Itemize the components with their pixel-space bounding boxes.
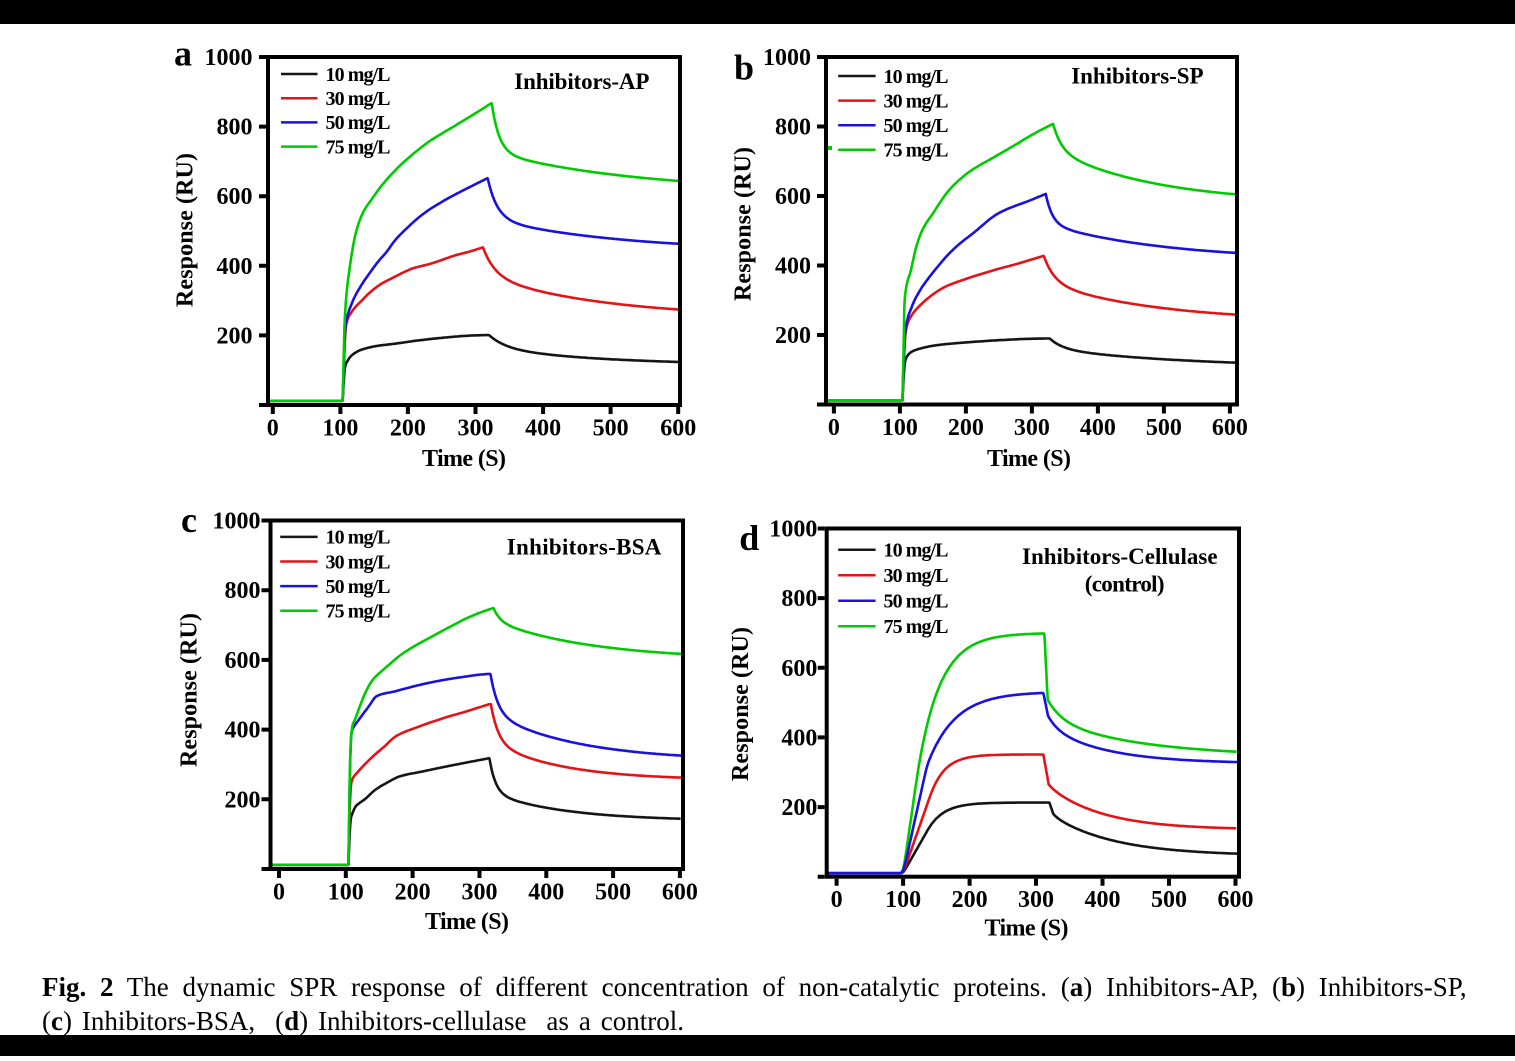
svg-text:800: 800 xyxy=(217,115,253,141)
svg-text:0: 0 xyxy=(828,415,840,441)
svg-text:800: 800 xyxy=(775,115,811,141)
svg-text:Inhibitors-SP: Inhibitors-SP xyxy=(1071,64,1203,89)
svg-text:0: 0 xyxy=(267,416,279,442)
svg-text:400: 400 xyxy=(775,254,811,280)
svg-text:b: b xyxy=(734,48,754,88)
svg-text:300: 300 xyxy=(458,416,494,442)
svg-text:30 mg/L: 30 mg/L xyxy=(326,88,391,110)
svg-text:10 mg/L: 10 mg/L xyxy=(884,66,949,88)
svg-text:75 mg/L: 75 mg/L xyxy=(326,136,391,158)
svg-text:800: 800 xyxy=(781,586,817,612)
svg-text:200: 200 xyxy=(948,415,984,441)
svg-text:10 mg/L: 10 mg/L xyxy=(326,64,391,86)
svg-text:d: d xyxy=(739,518,759,558)
svg-text:1000: 1000 xyxy=(213,509,261,535)
svg-text:200: 200 xyxy=(775,323,811,349)
svg-text:0: 0 xyxy=(273,880,285,906)
svg-text:Inhibitors-Cellulase: Inhibitors-Cellulase xyxy=(1022,544,1218,569)
svg-text:50 mg/L: 50 mg/L xyxy=(884,591,949,613)
svg-text:30 mg/L: 30 mg/L xyxy=(326,551,391,573)
svg-text:400: 400 xyxy=(1085,887,1121,913)
svg-text:200: 200 xyxy=(395,880,431,906)
svg-text:200: 200 xyxy=(390,416,426,442)
svg-text:400: 400 xyxy=(225,718,261,744)
svg-text:Response (RU): Response (RU) xyxy=(177,613,203,767)
svg-text:300: 300 xyxy=(1014,415,1050,441)
svg-text:400: 400 xyxy=(781,725,817,751)
svg-text:600: 600 xyxy=(225,648,261,674)
svg-text:400: 400 xyxy=(528,880,564,906)
svg-text:Response (RU): Response (RU) xyxy=(728,627,754,781)
svg-text:a: a xyxy=(174,33,192,73)
svg-text:400: 400 xyxy=(217,254,253,280)
svg-text:100: 100 xyxy=(328,880,364,906)
svg-text:Time (S): Time (S) xyxy=(987,446,1071,472)
svg-text:50 mg/L: 50 mg/L xyxy=(326,576,391,598)
svg-text:600: 600 xyxy=(1212,415,1248,441)
svg-text:Time (S): Time (S) xyxy=(422,446,506,472)
svg-text:400: 400 xyxy=(525,416,561,442)
svg-text:100: 100 xyxy=(885,887,921,913)
svg-text:1000: 1000 xyxy=(205,45,253,71)
svg-text:0: 0 xyxy=(831,887,843,913)
svg-text:500: 500 xyxy=(595,880,631,906)
svg-text:10 mg/L: 10 mg/L xyxy=(884,540,949,562)
svg-text:Time (S): Time (S) xyxy=(985,916,1069,942)
svg-text:(control): (control) xyxy=(1085,572,1165,597)
svg-text:75 mg/L: 75 mg/L xyxy=(884,616,949,638)
svg-text:30 mg/L: 30 mg/L xyxy=(884,90,949,112)
svg-text:200: 200 xyxy=(781,795,817,821)
svg-text:800: 800 xyxy=(225,578,261,604)
svg-text:200: 200 xyxy=(952,887,988,913)
svg-text:Time (S): Time (S) xyxy=(425,909,509,935)
svg-text:Inhibitors-BSA: Inhibitors-BSA xyxy=(507,535,662,560)
svg-text:300: 300 xyxy=(462,880,498,906)
svg-text:Response (RU): Response (RU) xyxy=(731,147,757,301)
svg-text:100: 100 xyxy=(322,416,358,442)
svg-text:500: 500 xyxy=(1146,415,1182,441)
svg-text:500: 500 xyxy=(1151,887,1187,913)
svg-text:200: 200 xyxy=(225,787,261,813)
svg-text:300: 300 xyxy=(1018,887,1054,913)
svg-text:Response (RU): Response (RU) xyxy=(173,153,199,307)
svg-text:600: 600 xyxy=(1218,887,1254,913)
svg-text:30 mg/L: 30 mg/L xyxy=(884,565,949,587)
svg-text:Inhibitors-AP: Inhibitors-AP xyxy=(514,69,649,94)
svg-text:400: 400 xyxy=(1080,415,1116,441)
svg-text:1000: 1000 xyxy=(763,45,811,71)
svg-text:600: 600 xyxy=(775,184,811,210)
svg-text:500: 500 xyxy=(593,416,629,442)
svg-text:50 mg/L: 50 mg/L xyxy=(326,112,391,134)
svg-text:600: 600 xyxy=(781,656,817,682)
svg-text:600: 600 xyxy=(660,416,696,442)
svg-text:600: 600 xyxy=(662,880,698,906)
svg-text:c: c xyxy=(181,500,197,540)
svg-text:75 mg/L: 75 mg/L xyxy=(884,140,949,162)
svg-text:1000: 1000 xyxy=(769,517,817,543)
svg-text:75 mg/L: 75 mg/L xyxy=(326,601,391,623)
svg-text:10 mg/L: 10 mg/L xyxy=(326,527,391,549)
svg-text:600: 600 xyxy=(217,184,253,210)
svg-text:200: 200 xyxy=(217,323,253,349)
svg-text:50 mg/L: 50 mg/L xyxy=(884,115,949,137)
svg-text:100: 100 xyxy=(882,415,918,441)
